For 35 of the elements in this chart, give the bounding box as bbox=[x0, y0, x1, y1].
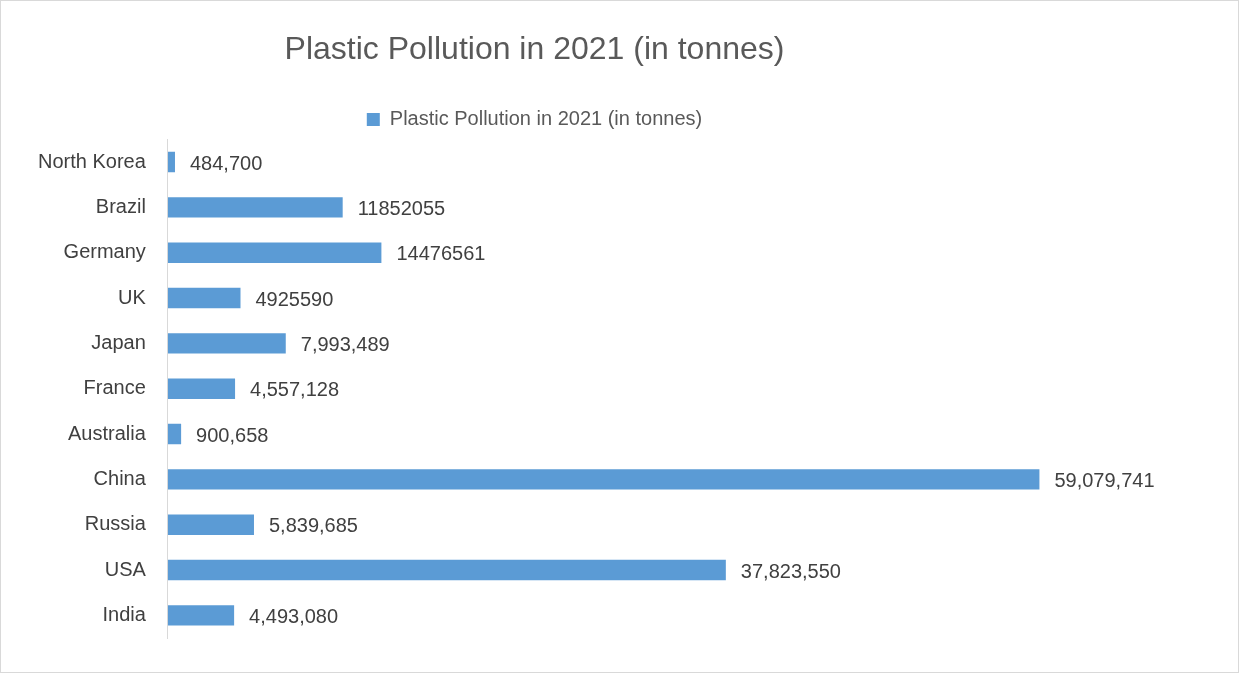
y-tick-label: India bbox=[102, 602, 147, 625]
data-label: 11852055 bbox=[357, 196, 446, 219]
bar bbox=[167, 242, 382, 263]
bar bbox=[167, 287, 241, 309]
bar bbox=[167, 469, 1040, 490]
data-label: 5,839,685 bbox=[268, 514, 358, 537]
data-label: 4925590 bbox=[255, 287, 334, 310]
bar bbox=[167, 559, 726, 581]
data-label: 14476561 bbox=[396, 242, 486, 265]
y-tick-label: UK bbox=[118, 285, 147, 308]
bar bbox=[167, 151, 175, 173]
bar bbox=[167, 378, 236, 399]
y-tick-label: USA bbox=[104, 557, 147, 580]
data-label: 4,493,080 bbox=[249, 604, 339, 627]
data-label: 484,700 bbox=[189, 151, 263, 174]
y-tick-label: North Korea bbox=[37, 149, 147, 172]
y-tick-label: France bbox=[83, 376, 146, 399]
y-tick-label: Australia bbox=[68, 421, 147, 444]
bar bbox=[167, 333, 286, 354]
data-label: 4,557,128 bbox=[250, 378, 340, 401]
chart-title: Plastic Pollution in 2021 (in tonnes) bbox=[284, 30, 785, 67]
y-tick-label: Brazil bbox=[95, 194, 146, 217]
data-label: 7,993,489 bbox=[300, 332, 390, 355]
data-label: 59,079,741 bbox=[1054, 468, 1155, 491]
bar bbox=[167, 605, 235, 626]
y-tick-label: Germany bbox=[63, 240, 146, 263]
y-tick-label: Japan bbox=[91, 330, 146, 353]
bar bbox=[167, 197, 343, 218]
bar bbox=[167, 514, 254, 535]
data-label: 900,658 bbox=[196, 423, 269, 446]
bar bbox=[167, 423, 182, 445]
data-label: 37,823,550 bbox=[740, 559, 841, 582]
legend-label: Plastic Pollution in 2021 (in tonnes) bbox=[389, 106, 703, 129]
y-tick-label: China bbox=[93, 466, 147, 489]
y-tick-label: Russia bbox=[84, 512, 147, 535]
